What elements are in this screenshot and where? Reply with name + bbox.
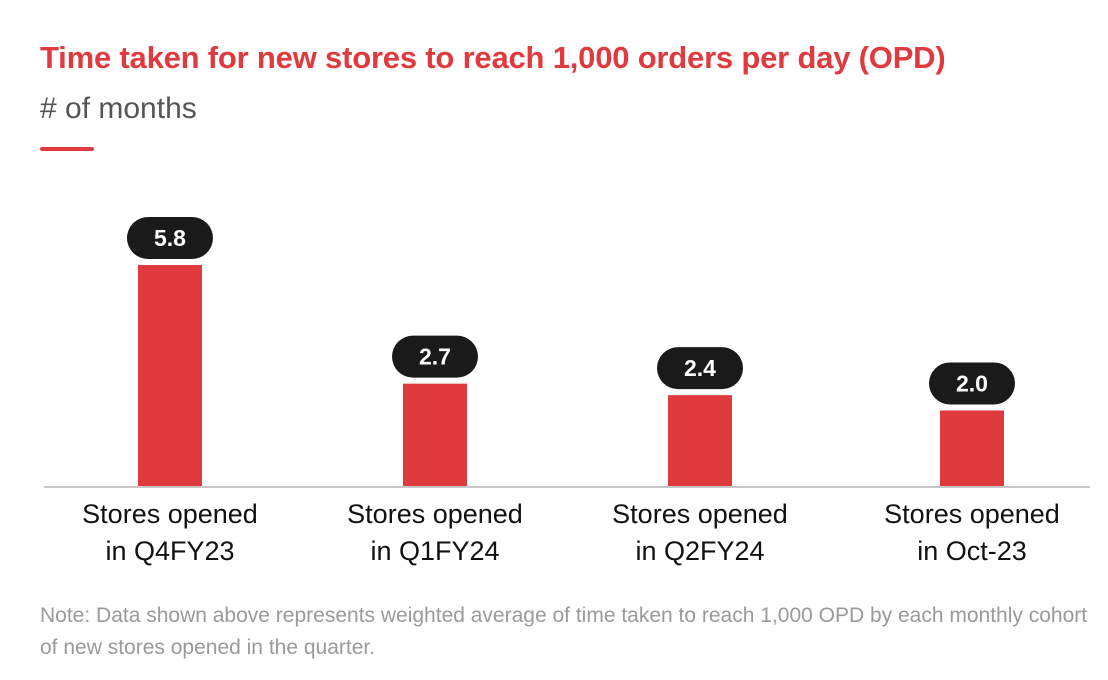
- value-label: 5.8: [154, 225, 186, 251]
- value-label-pill: [929, 362, 1015, 405]
- chart-title: Time taken for new stores to reach 1,000…: [40, 40, 946, 75]
- value-label-pill: [657, 347, 743, 390]
- value-label: 2.0: [956, 370, 988, 396]
- category-label: Stores opened: [612, 499, 788, 529]
- value-label: 2.7: [419, 344, 451, 370]
- bar: [403, 383, 467, 487]
- category-label: Stores opened: [82, 499, 258, 529]
- chart-note: Note: Data shown above represents weight…: [40, 604, 1088, 659]
- bar: [668, 395, 732, 487]
- bar: [940, 410, 1004, 487]
- value-label: 2.4: [684, 355, 716, 381]
- bar-chart: 5.8 Stores opened in Q4FY23 2.7 Stores opene…: [44, 217, 1090, 566]
- category-label: in Q1FY24: [370, 536, 499, 566]
- bar: [138, 265, 202, 487]
- category-label: in Q2FY24: [635, 536, 764, 566]
- category-label: in Q4FY23: [105, 536, 234, 566]
- value-label-pill: [127, 217, 213, 259]
- chart-subtitle: # of months: [40, 92, 197, 125]
- title-accent-line: [40, 147, 94, 151]
- category-label: Stores opened: [884, 499, 1060, 529]
- category-label: Stores opened: [347, 499, 523, 529]
- category-label: in Oct-23: [917, 536, 1027, 566]
- value-label-pill: [392, 335, 478, 378]
